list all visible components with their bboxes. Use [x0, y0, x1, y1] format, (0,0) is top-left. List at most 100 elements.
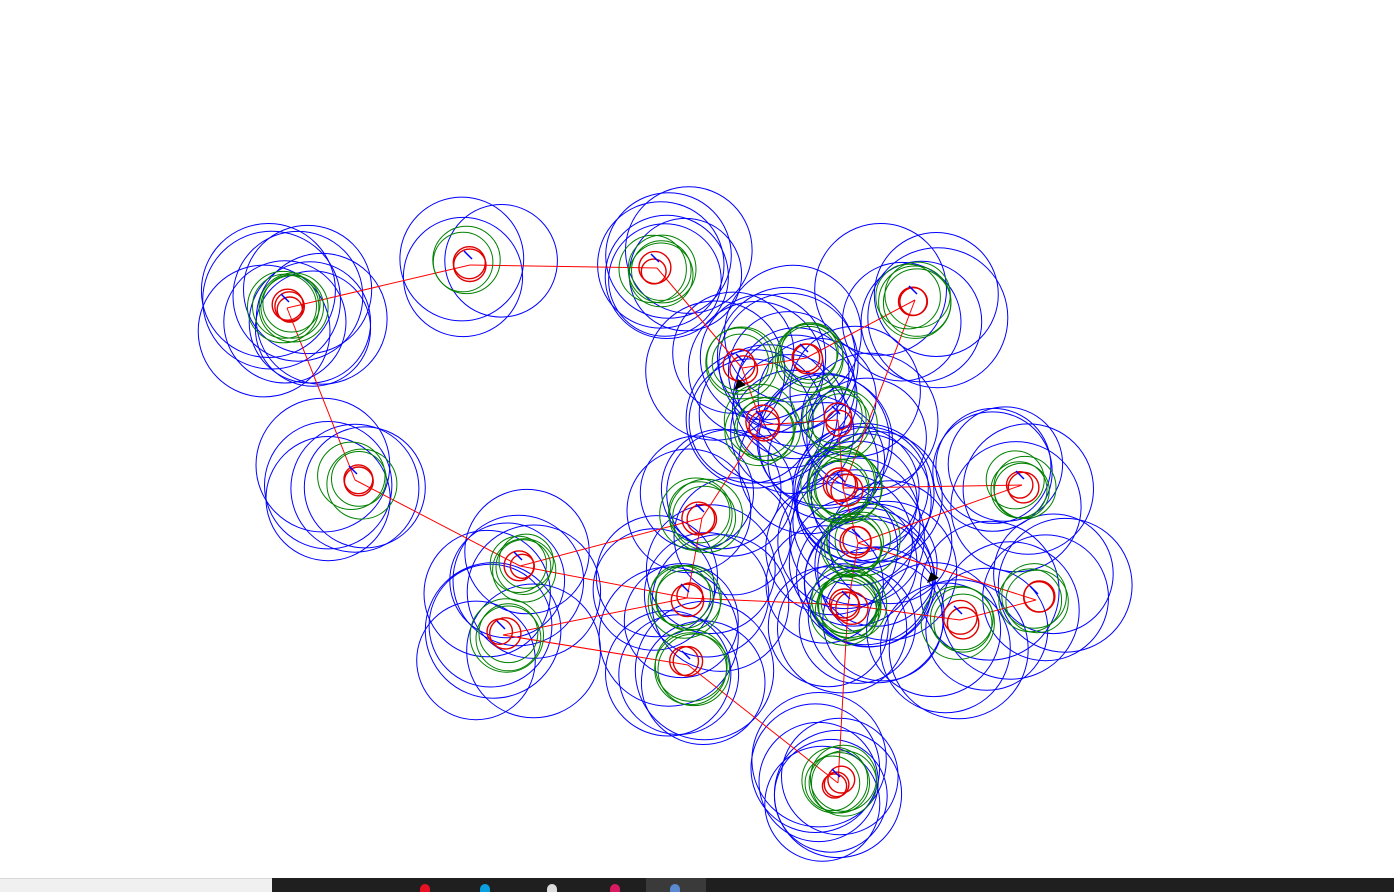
inner-ring — [878, 265, 952, 339]
outer-ring — [781, 717, 899, 836]
inner-ring — [815, 453, 883, 521]
inner-ring — [478, 603, 539, 664]
outer-ring — [625, 186, 753, 314]
outer-ring — [416, 600, 536, 721]
node-tick — [280, 293, 290, 303]
link-line — [687, 664, 839, 784]
taskbar-search-area[interactable] — [0, 878, 272, 892]
inner-ring — [802, 385, 867, 451]
app-icon-blue[interactable] — [480, 884, 490, 892]
outer-ring — [803, 518, 933, 648]
inner-ring — [920, 585, 995, 660]
link-line — [502, 634, 689, 666]
taskbar — [0, 878, 1394, 892]
outer-ring — [639, 435, 755, 550]
inner-ring — [808, 447, 877, 516]
core-ring — [791, 343, 824, 375]
outer-ring — [699, 294, 827, 421]
outer-ring — [449, 522, 566, 639]
inner-ring — [724, 396, 794, 467]
inner-ring — [882, 268, 952, 337]
inner-ring — [668, 478, 744, 554]
core-ring — [839, 525, 872, 559]
node-tick — [680, 583, 690, 593]
link-line — [837, 419, 844, 489]
inner-ring — [723, 383, 797, 457]
core-ring — [343, 466, 374, 497]
markers-group — [734, 379, 939, 583]
inner-ring — [668, 481, 731, 544]
link-line — [847, 604, 961, 621]
core-ring — [745, 404, 780, 440]
core-ring — [488, 617, 522, 650]
node-tick — [496, 620, 506, 630]
outer-ring — [452, 514, 585, 647]
outer-ring — [290, 423, 420, 553]
link-line — [354, 479, 521, 567]
inner-ring — [475, 605, 542, 672]
node-tick — [831, 405, 841, 415]
node-tick — [513, 551, 523, 561]
app-icon-magenta[interactable] — [610, 884, 620, 892]
core-ring — [825, 469, 859, 503]
inner-ring — [432, 231, 494, 293]
outer-ring — [223, 260, 347, 384]
core-ring — [452, 246, 486, 280]
node-tick — [681, 650, 691, 660]
node-tick — [953, 605, 963, 615]
inner-ring — [649, 564, 712, 627]
outer-ring — [888, 579, 1029, 720]
outer-ring — [993, 513, 1114, 635]
inner-ring — [706, 327, 774, 395]
inner-ring — [834, 511, 891, 569]
core-ring — [835, 591, 869, 626]
outer-ring — [727, 311, 850, 433]
inner-ring — [618, 234, 687, 304]
inner-ring — [432, 225, 501, 295]
node-tick — [348, 465, 358, 475]
core-ring — [823, 402, 853, 431]
outer-ring — [750, 703, 881, 834]
outer-ring — [873, 232, 999, 357]
app-icon-white[interactable] — [547, 884, 557, 892]
outer-ring — [880, 582, 1011, 714]
outer-ring — [841, 261, 962, 382]
inner-ring — [469, 598, 544, 673]
core-rings-group — [271, 246, 1056, 799]
inner-ring — [801, 746, 869, 814]
outer-ring — [399, 196, 525, 322]
inner-ring — [247, 270, 320, 344]
link-line — [959, 599, 1037, 621]
core-ring — [1022, 581, 1055, 613]
active-app-tab[interactable] — [646, 878, 706, 892]
inner-ring — [495, 539, 552, 595]
inner-ring — [820, 516, 882, 577]
link-line — [741, 367, 763, 426]
outer-ring — [604, 214, 729, 339]
core-ring — [1007, 471, 1040, 504]
core-ring — [274, 291, 305, 322]
active-app-icon — [670, 884, 680, 892]
inner-ring — [654, 632, 727, 706]
inner-ring — [655, 570, 714, 629]
outer-ring — [724, 264, 862, 403]
app-icon-red[interactable] — [420, 884, 430, 892]
link-line — [286, 264, 471, 309]
core-ring — [676, 582, 704, 610]
inner-ring — [781, 322, 839, 381]
inner-ring — [998, 568, 1063, 633]
inner-ring — [492, 538, 557, 603]
link-line — [741, 357, 807, 369]
node-tick — [695, 503, 705, 513]
core-ring — [828, 588, 860, 619]
outer-ring — [605, 192, 732, 319]
link-line — [469, 264, 658, 269]
outer-ring — [947, 406, 1064, 522]
taskbar-apps-area — [272, 878, 1394, 892]
node-tick — [836, 473, 846, 483]
inner-ring — [733, 399, 796, 462]
pointer-marker — [734, 379, 746, 390]
outer-ring — [634, 600, 775, 741]
inner-ring — [985, 450, 1045, 510]
